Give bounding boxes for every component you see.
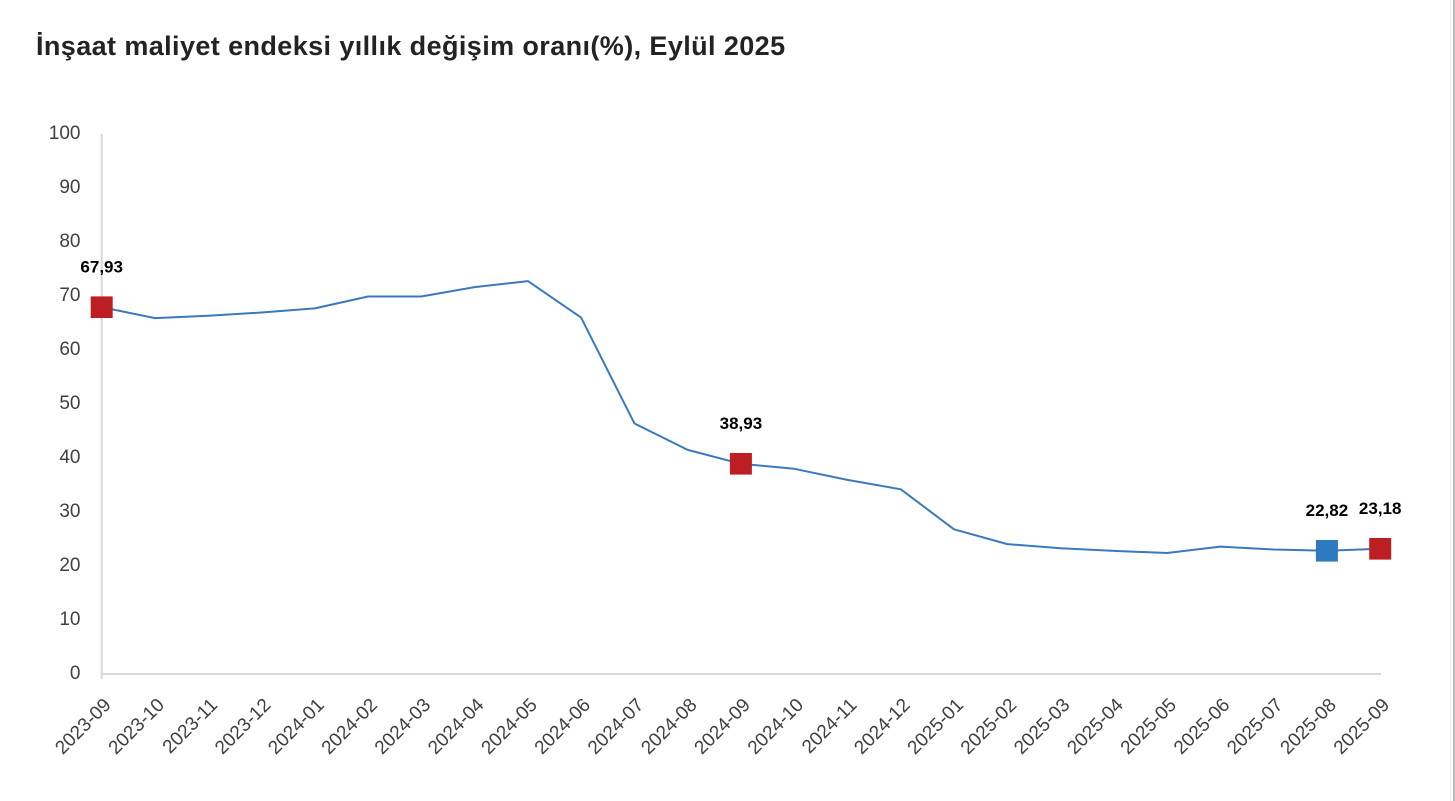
svg-text:2023-09: 2023-09 [51,695,115,759]
svg-text:40: 40 [59,447,80,468]
svg-text:60: 60 [59,339,80,360]
svg-text:67,93: 67,93 [80,257,123,276]
svg-text:2024-08: 2024-08 [637,695,701,759]
svg-text:22,82: 22,82 [1306,501,1349,520]
svg-text:30: 30 [59,501,80,522]
svg-text:2025-06: 2025-06 [1170,695,1234,759]
svg-text:2024-09: 2024-09 [691,695,755,759]
svg-text:2025-01: 2025-01 [904,695,968,759]
svg-text:80: 80 [59,231,80,252]
svg-text:2024-07: 2024-07 [584,695,648,759]
svg-text:2024-02: 2024-02 [318,695,382,759]
svg-text:0: 0 [70,663,81,684]
svg-text:2025-04: 2025-04 [1063,694,1127,758]
svg-text:2024-10: 2024-10 [744,695,808,759]
svg-text:2023-11: 2023-11 [159,695,222,758]
svg-text:50: 50 [59,393,80,414]
svg-text:2024-11: 2024-11 [798,695,861,758]
svg-text:2025-02: 2025-02 [957,695,1021,759]
svg-text:2025-08: 2025-08 [1277,695,1341,759]
svg-text:2025-07: 2025-07 [1223,695,1287,759]
svg-text:20: 20 [59,555,80,576]
svg-text:2024-04: 2024-04 [424,694,488,758]
svg-text:70: 70 [59,285,80,306]
svg-text:2025-09: 2025-09 [1330,695,1394,759]
svg-text:2024-12: 2024-12 [850,695,914,759]
svg-text:2024-01: 2024-01 [264,695,328,759]
svg-text:100: 100 [49,123,81,144]
svg-text:2024-05: 2024-05 [478,695,542,759]
svg-text:90: 90 [59,177,80,198]
svg-text:2023-12: 2023-12 [211,695,275,759]
svg-text:2023-10: 2023-10 [105,695,169,759]
svg-text:2024-03: 2024-03 [371,695,435,759]
svg-text:2025-05: 2025-05 [1117,695,1181,759]
svg-text:2025-03: 2025-03 [1010,695,1074,759]
svg-text:2024-06: 2024-06 [531,695,595,759]
svg-text:38,93: 38,93 [720,414,763,433]
svg-text:10: 10 [59,609,80,630]
svg-text:23,18: 23,18 [1359,499,1402,518]
